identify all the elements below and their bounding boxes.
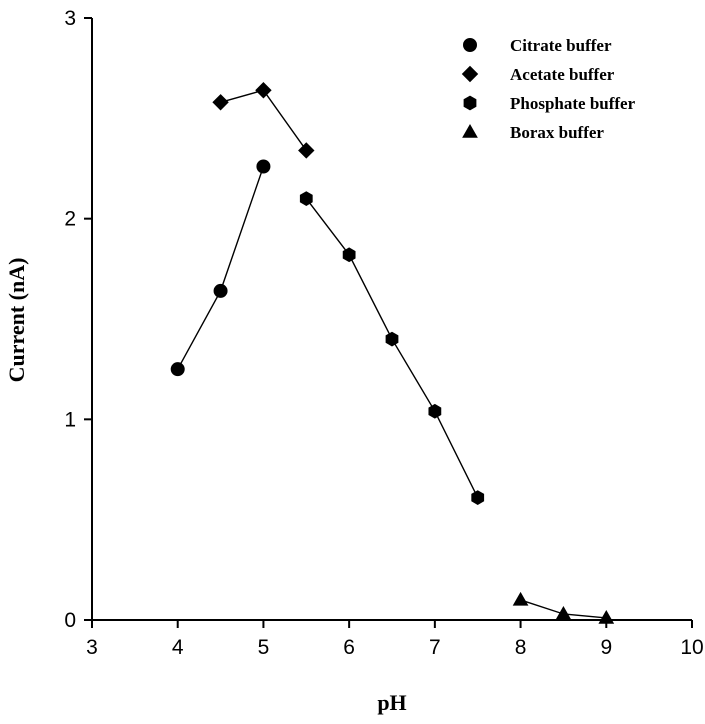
x-tick-label: 4 xyxy=(172,636,184,659)
legend-marker-citrate-buffer xyxy=(463,38,477,52)
series-phosphate-buffer xyxy=(299,191,485,505)
series-line-citrate-buffer xyxy=(177,166,265,370)
x-tick-label: 8 xyxy=(515,636,527,659)
x-tick-label: 5 xyxy=(258,636,270,659)
series-line-acetate-buffer xyxy=(220,89,307,151)
series-line-phosphate-buffer xyxy=(305,198,479,498)
y-axis-title: Current (nA) xyxy=(4,258,29,383)
legend-label-borax-buffer: Borax buffer xyxy=(510,123,604,142)
y-tick-label: 3 xyxy=(64,7,76,30)
data-point-acetate-buffer xyxy=(212,94,229,111)
data-point-borax-buffer xyxy=(512,591,529,606)
data-point-acetate-buffer xyxy=(298,142,315,159)
legend-label-acetate-buffer: Acetate buffer xyxy=(510,65,615,84)
y-tick-label: 1 xyxy=(64,408,76,431)
x-tick-label: 9 xyxy=(600,636,612,659)
y-tick-label: 0 xyxy=(64,609,76,632)
axes xyxy=(91,18,692,621)
legend: Citrate buffer Acetate buffer Phosphate bu… xyxy=(461,36,636,142)
series-citrate-buffer xyxy=(170,159,271,377)
series-layer xyxy=(170,82,615,624)
legend-label-phosphate-buffer: Phosphate buffer xyxy=(510,94,636,113)
data-point-phosphate-buffer xyxy=(342,247,356,263)
data-point-citrate-buffer xyxy=(213,283,228,298)
data-point-borax-buffer xyxy=(598,609,615,624)
legend-marker-phosphate-buffer xyxy=(463,95,477,111)
x-ticks: 3 4 5 6 7 8 9 10 xyxy=(86,620,704,659)
legend-marker-borax-buffer xyxy=(462,123,478,138)
data-point-phosphate-buffer xyxy=(299,191,313,206)
y-tick-label: 2 xyxy=(64,208,76,231)
y-ticks: 0 1 2 3 xyxy=(64,7,92,632)
x-axis-title: pH xyxy=(377,690,406,715)
series-acetate-buffer xyxy=(212,82,315,159)
data-point-borax-buffer xyxy=(555,605,572,620)
data-point-phosphate-buffer xyxy=(471,490,485,505)
series-borax-buffer xyxy=(512,591,615,624)
x-tick-label: 3 xyxy=(86,636,98,659)
x-tick-label: 7 xyxy=(429,636,441,659)
data-point-citrate-buffer xyxy=(256,159,271,174)
data-point-phosphate-buffer xyxy=(428,403,442,419)
data-point-acetate-buffer xyxy=(255,82,272,99)
data-point-phosphate-buffer xyxy=(385,331,399,347)
data-point-citrate-buffer xyxy=(170,362,185,377)
x-tick-label: 6 xyxy=(343,636,355,659)
legend-marker-acetate-buffer xyxy=(461,65,479,83)
x-tick-label: 10 xyxy=(680,636,703,659)
legend-label-citrate-buffer: Citrate buffer xyxy=(510,36,612,55)
